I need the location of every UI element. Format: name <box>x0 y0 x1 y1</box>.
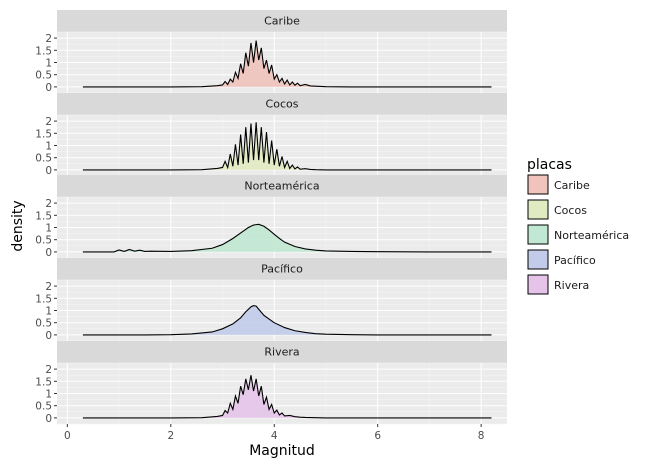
facet-panel-caribe: Caribe 00.511.52 <box>35 10 507 94</box>
density-line-pacifico <box>82 305 492 336</box>
y-tick-label: 0.5 <box>35 318 52 330</box>
y-tick-label: 0 <box>45 247 52 259</box>
legend-label-caribe: Caribe <box>554 179 590 192</box>
y-tick-label: 0.5 <box>35 70 52 82</box>
legend-key-pacifico <box>527 249 549 270</box>
facet-strip <box>57 175 507 197</box>
legend-title: placas <box>527 157 572 173</box>
y-tick-label: 0 <box>45 82 52 94</box>
y-tick-label: 1 <box>45 141 52 153</box>
facet-strip-label: Caribe <box>264 15 300 28</box>
y-tick-label: 0 <box>45 165 52 177</box>
facet-strip-label: Rivera <box>264 346 299 359</box>
facet-strip-label: Norteamérica <box>244 180 319 193</box>
density-area-norteamerica <box>82 224 492 252</box>
y-tick-label: 0.5 <box>35 235 52 247</box>
x-tick-label: 6 <box>374 430 381 442</box>
y-tick-label: 1 <box>45 58 52 70</box>
facet-panel-norteamerica: Norteamérica 00.511.52 <box>35 175 507 259</box>
facet-panel-cocos: Cocos 00.511.52 <box>35 93 507 177</box>
facet-panel-rivera: Rivera 00.511.52 <box>35 341 507 425</box>
x-tick-label: 4 <box>271 430 278 442</box>
legend-label-norteamerica: Norteamérica <box>554 229 629 242</box>
x-tick-label: 8 <box>478 430 485 442</box>
y-tick-label: 1.5 <box>35 210 52 222</box>
legend-key-rivera <box>527 274 549 295</box>
x-tick-label: 0 <box>64 430 71 442</box>
x-axis: 0 2 4 6 8 <box>64 424 484 442</box>
y-tick-label: 1.5 <box>35 376 52 388</box>
y-tick-label: 2 <box>45 198 52 210</box>
density-line-cocos <box>82 122 492 171</box>
legend-label-rivera: Rivera <box>554 279 589 292</box>
facet-strip <box>57 258 507 280</box>
y-tick-label: 0 <box>45 413 52 425</box>
y-tick-label: 1 <box>45 306 52 318</box>
y-tick-label: 0 <box>45 330 52 342</box>
legend-key-cocos <box>527 199 549 220</box>
facet-panels: Caribe00.511.52Cocos00.511.52Norteaméric… <box>35 10 507 425</box>
y-tick-label: 2 <box>45 33 52 45</box>
y-tick-label: 1 <box>45 389 52 401</box>
y-tick-label: 2 <box>45 281 52 293</box>
density-area-pacifico <box>82 305 492 335</box>
y-tick-label: 1.5 <box>35 293 52 305</box>
facet-strip <box>57 341 507 363</box>
facet-strip-label: Cocos <box>266 98 299 111</box>
legend-key-norteamerica <box>527 224 549 245</box>
legend-key-caribe <box>527 174 549 195</box>
x-tick-label: 2 <box>167 430 174 442</box>
y-tick-label: 0.5 <box>35 401 52 413</box>
y-axis-title: density <box>10 200 26 251</box>
y-tick-label: 1.5 <box>35 128 52 140</box>
legend: placas Caribe Cocos Norteamérica Pacífico Ri… <box>527 157 629 295</box>
y-tick-label: 2 <box>45 116 52 128</box>
y-tick-label: 1.5 <box>35 45 52 57</box>
y-tick-label: 1 <box>45 223 52 235</box>
facet-strip <box>57 10 507 32</box>
facet-strip-label: Pacífico <box>261 263 303 276</box>
facet-strip <box>57 93 507 115</box>
density-line-caribe <box>82 40 492 88</box>
legend-label-cocos: Cocos <box>554 204 587 217</box>
y-tick-label: 2 <box>45 364 52 376</box>
density-line-norteamerica <box>82 223 492 253</box>
legend-label-pacifico: Pacífico <box>554 254 596 267</box>
facet-panel-pacifico: Pacífico 00.511.52 <box>35 258 507 342</box>
density-line-rivera <box>82 375 492 419</box>
y-tick-label: 0.5 <box>35 153 52 165</box>
x-axis-title: Magnitud <box>249 443 315 459</box>
